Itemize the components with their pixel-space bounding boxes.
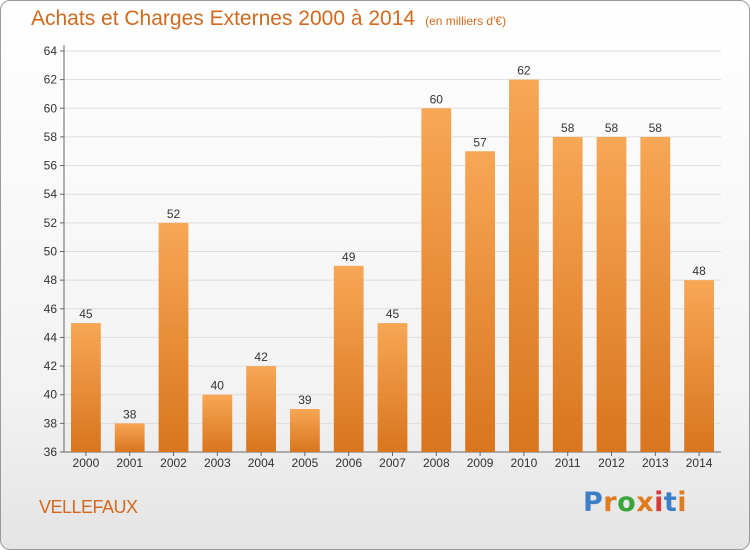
- data-label-2003: 40: [211, 379, 225, 393]
- x-tick-label-2012: 2012: [598, 456, 625, 470]
- bar-2012: [596, 136, 627, 452]
- data-label-2005: 39: [298, 393, 312, 407]
- y-tick-label: 56: [44, 159, 58, 173]
- y-tick-label: 54: [44, 187, 58, 201]
- logo-letter: P: [583, 487, 604, 518]
- bar-2010: [509, 79, 539, 453]
- data-label-2011: 58: [561, 121, 575, 135]
- bar-2005: [290, 409, 320, 452]
- x-axis-labels: 2000 2001 2002 2003 2004 2005 2006 2007 2008 2009…: [73, 452, 713, 470]
- chart-title: Achats et Charges Externes 2000 à 2014 (e…: [31, 7, 506, 31]
- logo-letter: i: [677, 487, 688, 518]
- y-tick-label: 60: [44, 101, 58, 115]
- data-label-2014: 48: [692, 264, 706, 278]
- bar-2013: [640, 136, 671, 452]
- y-tick-label: 48: [44, 273, 58, 287]
- logo-letter: o: [617, 487, 637, 518]
- x-tick-label-2003: 2003: [204, 456, 231, 470]
- bar-2008: [421, 108, 452, 453]
- data-label-2008: 60: [430, 92, 444, 106]
- y-tick-label: 52: [44, 216, 58, 230]
- data-label-2013: 58: [649, 121, 663, 135]
- data-label-2004: 42: [254, 350, 268, 364]
- x-tick-label-2009: 2009: [467, 456, 494, 470]
- bars: 45 38 52 40 42 39 49 45 60 57 62 58 58 58 48: [71, 64, 714, 453]
- logo-letter: r: [603, 487, 618, 518]
- x-tick-label-2002: 2002: [160, 456, 187, 470]
- logo-letter: t: [663, 487, 678, 518]
- y-tick-label: 46: [44, 302, 58, 316]
- y-axis-ticks: 36 38 40 42 44 46 48 50 52 54 56 58 60 62 64: [44, 44, 64, 459]
- commune-name: VELLEFAUX: [39, 497, 138, 517]
- bar-2004: [246, 366, 276, 452]
- data-label-2010: 62: [517, 64, 531, 78]
- bar-2009: [465, 151, 495, 452]
- data-label-2007: 45: [386, 307, 400, 321]
- x-tick-label-2007: 2007: [379, 456, 406, 470]
- bar-2011: [552, 136, 583, 452]
- logo-letter: i: [654, 487, 664, 518]
- y-tick-label: 64: [44, 44, 58, 58]
- y-tick-label: 44: [44, 330, 58, 344]
- y-tick-label: 40: [44, 388, 58, 402]
- bar-2014: [684, 280, 714, 452]
- data-label-2002: 52: [167, 207, 181, 221]
- x-tick-label-2004: 2004: [248, 456, 275, 470]
- x-tick-label-2006: 2006: [335, 456, 362, 470]
- bar-2001: [114, 423, 145, 452]
- x-tick-label-2005: 2005: [292, 456, 319, 470]
- y-tick-label: 38: [44, 416, 58, 430]
- y-tick-label: 42: [44, 359, 58, 373]
- y-tick-label: 58: [44, 130, 58, 144]
- chart-subtitle: (en milliers d'€): [425, 14, 507, 28]
- x-tick-label-2001: 2001: [116, 456, 143, 470]
- data-label-2006: 49: [342, 250, 356, 264]
- x-tick-label-2008: 2008: [423, 456, 450, 470]
- x-tick-label-2011: 2011: [555, 456, 581, 470]
- bar-2007: [377, 323, 408, 452]
- x-tick-label-2000: 2000: [73, 456, 100, 470]
- y-tick-label: 50: [44, 245, 58, 259]
- y-tick-label: 62: [44, 73, 58, 87]
- proxiti-logo: Proxiti: [583, 487, 687, 518]
- data-label-2009: 57: [473, 135, 487, 149]
- data-label-2001: 38: [123, 407, 137, 421]
- bar-2000: [71, 323, 101, 452]
- chart-title-text: Achats et Charges Externes 2000 à 2014: [31, 7, 416, 30]
- x-tick-label-2014: 2014: [686, 456, 713, 470]
- x-tick-label-2010: 2010: [511, 456, 538, 470]
- data-label-2000: 45: [79, 307, 93, 321]
- bar-2003: [202, 394, 233, 452]
- bar-2002: [158, 222, 189, 452]
- x-tick-label-2013: 2013: [642, 456, 669, 470]
- bar-2006: [333, 265, 364, 452]
- data-label-2012: 58: [605, 121, 619, 135]
- y-tick-label: 36: [44, 445, 58, 459]
- logo-letter: x: [636, 487, 655, 518]
